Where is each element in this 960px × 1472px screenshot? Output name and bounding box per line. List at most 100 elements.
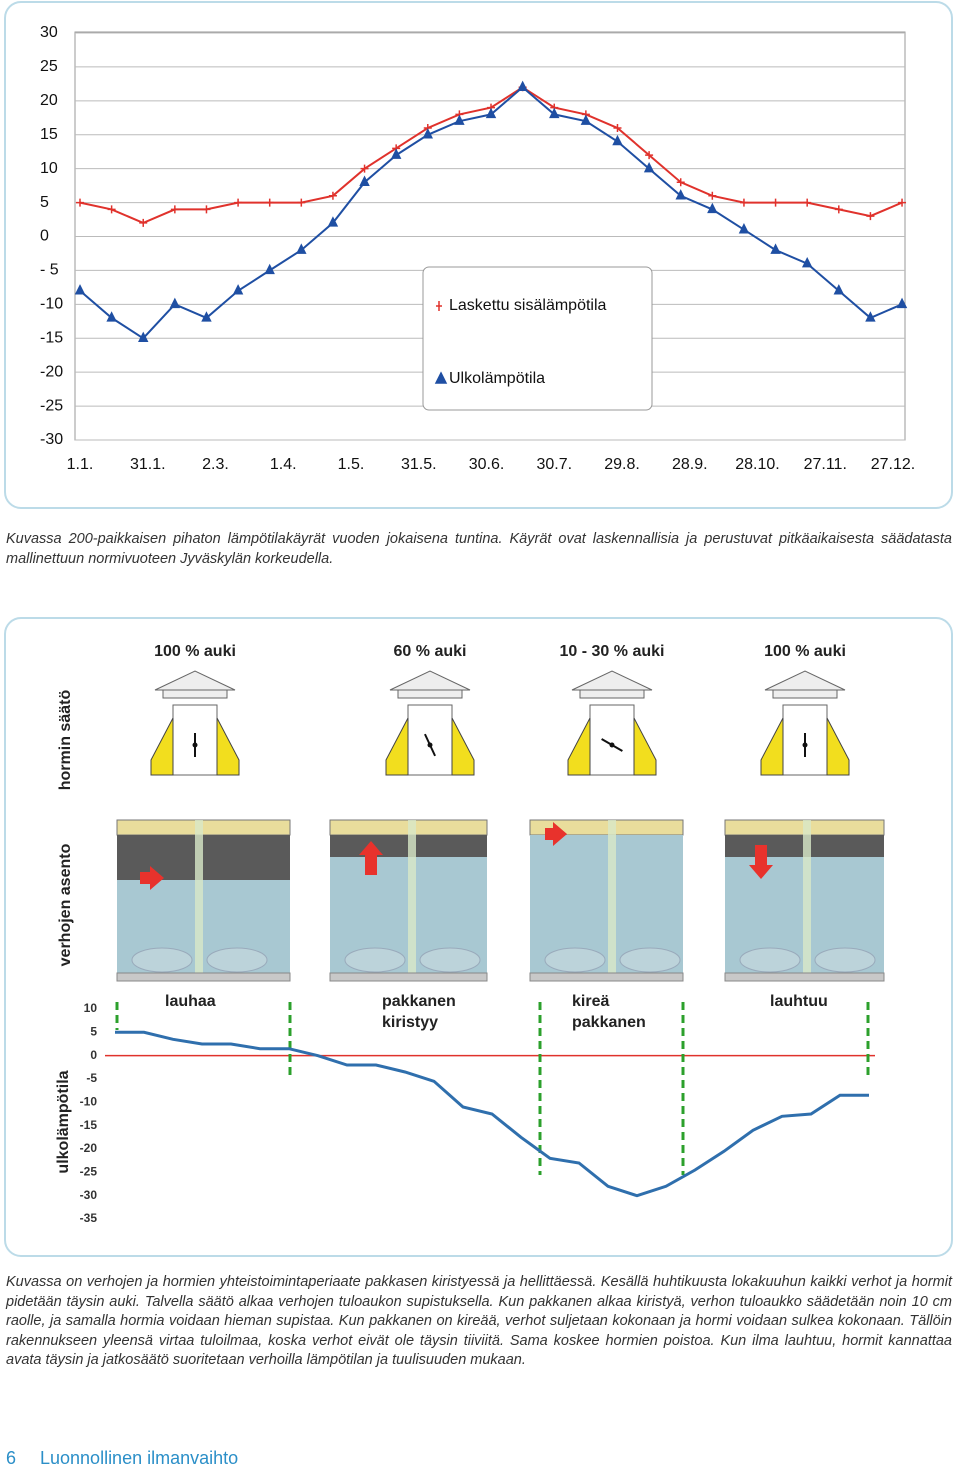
x-tick-label: 2.3. — [202, 456, 229, 473]
cow — [344, 947, 406, 973]
floor — [529, 972, 684, 982]
caption: Kuvassa 200-paikkaisen pihaton lämpötila… — [6, 531, 952, 567]
x-tick-label: 27.11. — [804, 456, 847, 473]
roof-flange — [451, 717, 475, 776]
cow — [814, 947, 876, 973]
y-tick-label: -20 — [80, 1141, 98, 1155]
legend-label: Laskettu sisälämpötila — [449, 297, 607, 314]
data-point — [898, 198, 907, 207]
y-tick-label: -5 — [86, 1071, 97, 1085]
data-point — [738, 223, 750, 234]
air-arrow — [359, 841, 383, 875]
data-point — [454, 114, 465, 125]
x-tick-label: 28.10. — [735, 456, 779, 473]
data-point — [675, 189, 686, 200]
cow — [739, 947, 801, 973]
data-point — [264, 263, 275, 275]
data-point — [107, 205, 116, 214]
x-tick-label: 1.4. — [270, 456, 297, 473]
data-point — [643, 161, 655, 173]
damper-axis — [427, 742, 433, 748]
opening-label: 60 % auki — [394, 643, 467, 660]
legend-marker — [436, 301, 442, 311]
data-point — [485, 107, 497, 119]
chimney-roof — [571, 670, 653, 691]
data-point — [234, 198, 243, 207]
cow — [131, 947, 193, 973]
roof-flange — [150, 717, 174, 776]
chimney-roof — [154, 670, 236, 691]
air-arrow — [749, 845, 773, 879]
y-tick-label: -30 — [80, 1188, 98, 1202]
floor — [329, 972, 488, 982]
data-point — [708, 191, 717, 200]
phase-label: lauhaa — [165, 993, 216, 1010]
phase-label: pakkanen — [382, 993, 456, 1010]
data-point — [801, 256, 813, 268]
x-tick-label: 31.1. — [130, 456, 166, 473]
legend-label: Ulkolämpötila — [449, 370, 545, 387]
y-tick-label: -10 — [80, 1095, 98, 1109]
y-tick-label: 10 — [84, 1001, 98, 1015]
chimney-cap — [397, 689, 463, 699]
data-point — [170, 205, 179, 214]
data-point — [612, 134, 623, 146]
data-point — [739, 198, 748, 207]
post — [803, 820, 811, 975]
data-point — [676, 178, 685, 187]
roof-flange — [760, 717, 784, 776]
x-tick-label: 31.5. — [401, 456, 437, 473]
phase-label: kireä — [572, 993, 609, 1010]
damper-axis — [802, 742, 808, 748]
y-tick-label: -15 — [80, 1118, 98, 1132]
roof-flange — [385, 717, 409, 776]
data-point — [169, 297, 181, 309]
data-point — [580, 114, 592, 125]
data-point — [866, 212, 875, 221]
row-label: hormin säätö — [57, 690, 74, 791]
data-point — [803, 198, 812, 207]
data-point — [139, 218, 148, 227]
air-arrow — [545, 822, 567, 846]
diagram-frame — [4, 617, 953, 1257]
data-point — [201, 311, 212, 322]
opening-label: 10 - 30 % auki — [560, 643, 665, 660]
cow — [619, 947, 681, 973]
temperature-line — [115, 1030, 869, 1198]
page-number: 6 — [6, 1448, 17, 1468]
roof-flange — [826, 717, 850, 776]
data-point — [707, 202, 718, 214]
y-tick-label: -10 — [40, 296, 63, 313]
data-point — [834, 205, 843, 214]
data-point — [549, 107, 560, 119]
cow — [544, 947, 606, 973]
y-tick-label: 5 — [90, 1025, 97, 1039]
y-tick-label: -15 — [40, 329, 63, 346]
data-point — [771, 198, 780, 207]
beam — [116, 819, 291, 836]
x-tick-label: 1.5. — [338, 456, 365, 473]
y-tick-label: -30 — [40, 431, 63, 448]
data-point — [833, 284, 845, 295]
data-point — [106, 311, 117, 322]
data-point — [296, 243, 307, 254]
phase-label: kiristyy — [382, 1014, 438, 1031]
data-point — [517, 80, 528, 92]
data-point — [74, 284, 86, 295]
y-tick-label: -25 — [40, 397, 63, 414]
y-tick-label: 25 — [40, 58, 58, 75]
data-point — [265, 198, 274, 207]
data-point — [202, 205, 211, 214]
data-point — [613, 123, 622, 132]
caption: Kuvassa on verhojen ja hormien yhteistoi… — [6, 1274, 952, 1368]
footer-title: Luonnollinen ilmanvaihto — [40, 1448, 239, 1468]
data-point — [390, 148, 402, 159]
chimney-cap — [162, 689, 228, 699]
data-point — [297, 198, 306, 207]
post — [408, 820, 416, 975]
damper-axis — [192, 742, 198, 748]
y-tick-label: -20 — [40, 363, 63, 380]
phase-label: pakkanen — [572, 1014, 646, 1031]
